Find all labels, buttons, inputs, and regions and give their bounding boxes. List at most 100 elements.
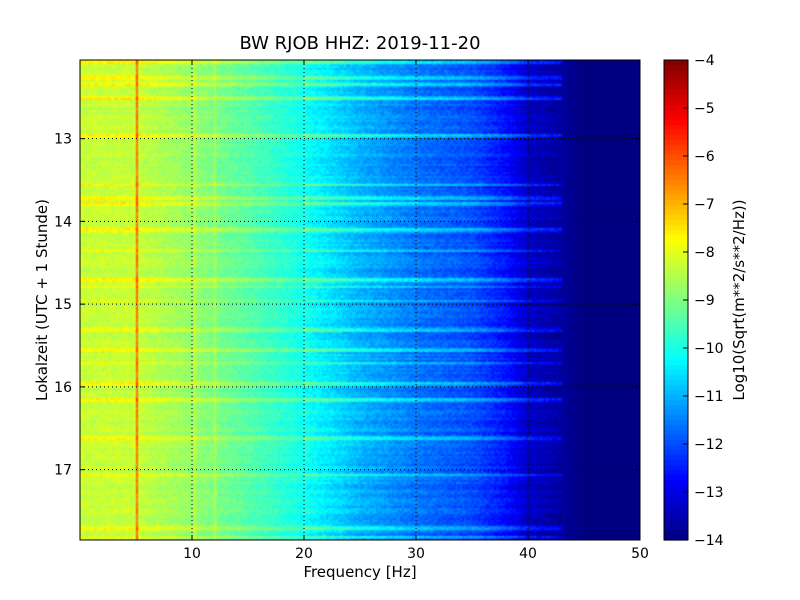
colorbar-tick-label: −12 [694, 437, 724, 453]
colorbar-segment [664, 340, 688, 346]
colorbar-segment [664, 345, 688, 351]
colorbar-tick-label: −7 [694, 197, 715, 213]
colorbar-segment [664, 215, 688, 221]
colorbar-segment [664, 240, 688, 246]
y-tick-label: 14 [54, 214, 72, 230]
gridlines [80, 60, 640, 540]
colorbar-segment [664, 105, 688, 111]
colorbar-segment [664, 535, 688, 541]
colorbar-segment [664, 265, 688, 271]
x-axis-label: Frequency [Hz] [303, 563, 416, 581]
colorbar-segment [664, 165, 688, 171]
colorbar-segment [664, 190, 688, 196]
colorbar-segment [664, 160, 688, 166]
colorbar-segment [664, 450, 688, 456]
colorbar-segment [664, 255, 688, 261]
colorbar-segment [664, 515, 688, 521]
colorbar-segment [664, 305, 688, 311]
colorbar-segment [664, 100, 688, 106]
colorbar-segment [664, 290, 688, 296]
colorbar-segment [664, 365, 688, 371]
colorbar-segment [664, 430, 688, 436]
y-tick-label: 13 [54, 132, 72, 148]
colorbar-segment [664, 115, 688, 121]
colorbar-segment [664, 380, 688, 386]
colorbar-segment [664, 355, 688, 361]
colorbar-segment [664, 390, 688, 396]
plot-frame [79, 59, 641, 541]
colorbar-segment [664, 325, 688, 331]
colorbar-segment [664, 230, 688, 236]
colorbar-segment [664, 425, 688, 431]
colorbar-segment [664, 455, 688, 461]
colorbar-segment [664, 525, 688, 531]
colorbar-segment [664, 315, 688, 321]
colorbar-segment [664, 210, 688, 216]
colorbar-segment [664, 520, 688, 526]
colorbar-tick-label: −6 [694, 149, 715, 165]
colorbar-segment [664, 370, 688, 376]
colorbar-segment [664, 140, 688, 146]
colorbar-segment [664, 130, 688, 136]
colorbar-segment [664, 220, 688, 226]
colorbar-segment [664, 490, 688, 496]
colorbar-segment [664, 145, 688, 151]
colorbar-segment [664, 385, 688, 391]
colorbar-segment [664, 280, 688, 286]
colorbar-segment [664, 495, 688, 501]
plot-area [80, 60, 640, 540]
colorbar-segment [664, 270, 688, 276]
colorbar-segment [664, 510, 688, 516]
colorbar-segment [664, 405, 688, 411]
colorbar-segment [664, 260, 688, 266]
colorbar-segment [664, 75, 688, 81]
colorbar-segment [664, 95, 688, 101]
colorbar-segment [664, 445, 688, 451]
colorbar-segment [664, 470, 688, 476]
colorbar-segment [664, 245, 688, 251]
colorbar-segment [664, 250, 688, 256]
colorbar-segment [664, 310, 688, 316]
colorbar-segment [664, 155, 688, 161]
colorbar-segment [664, 65, 688, 71]
y-axis-label: Lokalzeit (UTC + 1 Stunde) [33, 199, 51, 401]
colorbar-segment [664, 60, 688, 66]
colorbar-ticks: −4 −5 −6 −7 −8 −9 −10 −11 −12 −13 −14 [683, 53, 724, 549]
y-axis-ticks: 13 14 15 16 17 [54, 132, 640, 479]
colorbar-segment [664, 420, 688, 426]
x-tick-label: 40 [519, 546, 537, 562]
colorbar-segment [664, 335, 688, 341]
colorbar-segment [664, 320, 688, 326]
colorbar [664, 60, 688, 541]
colorbar-segment [664, 150, 688, 156]
colorbar-segment [664, 375, 688, 381]
colorbar-label: Log10(Sqrt(m**2/s**2/Hz)) [730, 199, 748, 400]
colorbar-segment [664, 480, 688, 486]
colorbar-segment [664, 500, 688, 506]
colorbar-segment [664, 360, 688, 366]
colorbar-segment [664, 530, 688, 536]
y-tick-label: 15 [54, 297, 72, 313]
colorbar-tick-label: −10 [694, 341, 724, 357]
colorbar-segment [664, 440, 688, 446]
chart-title: BW RJOB HHZ: 2019-11-20 [239, 33, 480, 54]
x-tick-label: 50 [631, 546, 649, 562]
colorbar-segment [664, 485, 688, 491]
colorbar-segment [664, 90, 688, 96]
colorbar-segment [664, 235, 688, 241]
spectrogram-heatmap [80, 60, 640, 540]
colorbar-segment [664, 180, 688, 186]
colorbar-segment [664, 170, 688, 176]
colorbar-segment [664, 505, 688, 511]
colorbar-segment [664, 120, 688, 126]
colorbar-segment [664, 395, 688, 401]
colorbar-segment [664, 205, 688, 211]
colorbar-segment [664, 400, 688, 406]
colorbar-segment [664, 435, 688, 441]
colorbar-segment [664, 475, 688, 481]
colorbar-segment [664, 195, 688, 201]
colorbar-segment [664, 200, 688, 206]
colorbar-tick-label: −14 [694, 533, 724, 549]
colorbar-segment [664, 85, 688, 91]
